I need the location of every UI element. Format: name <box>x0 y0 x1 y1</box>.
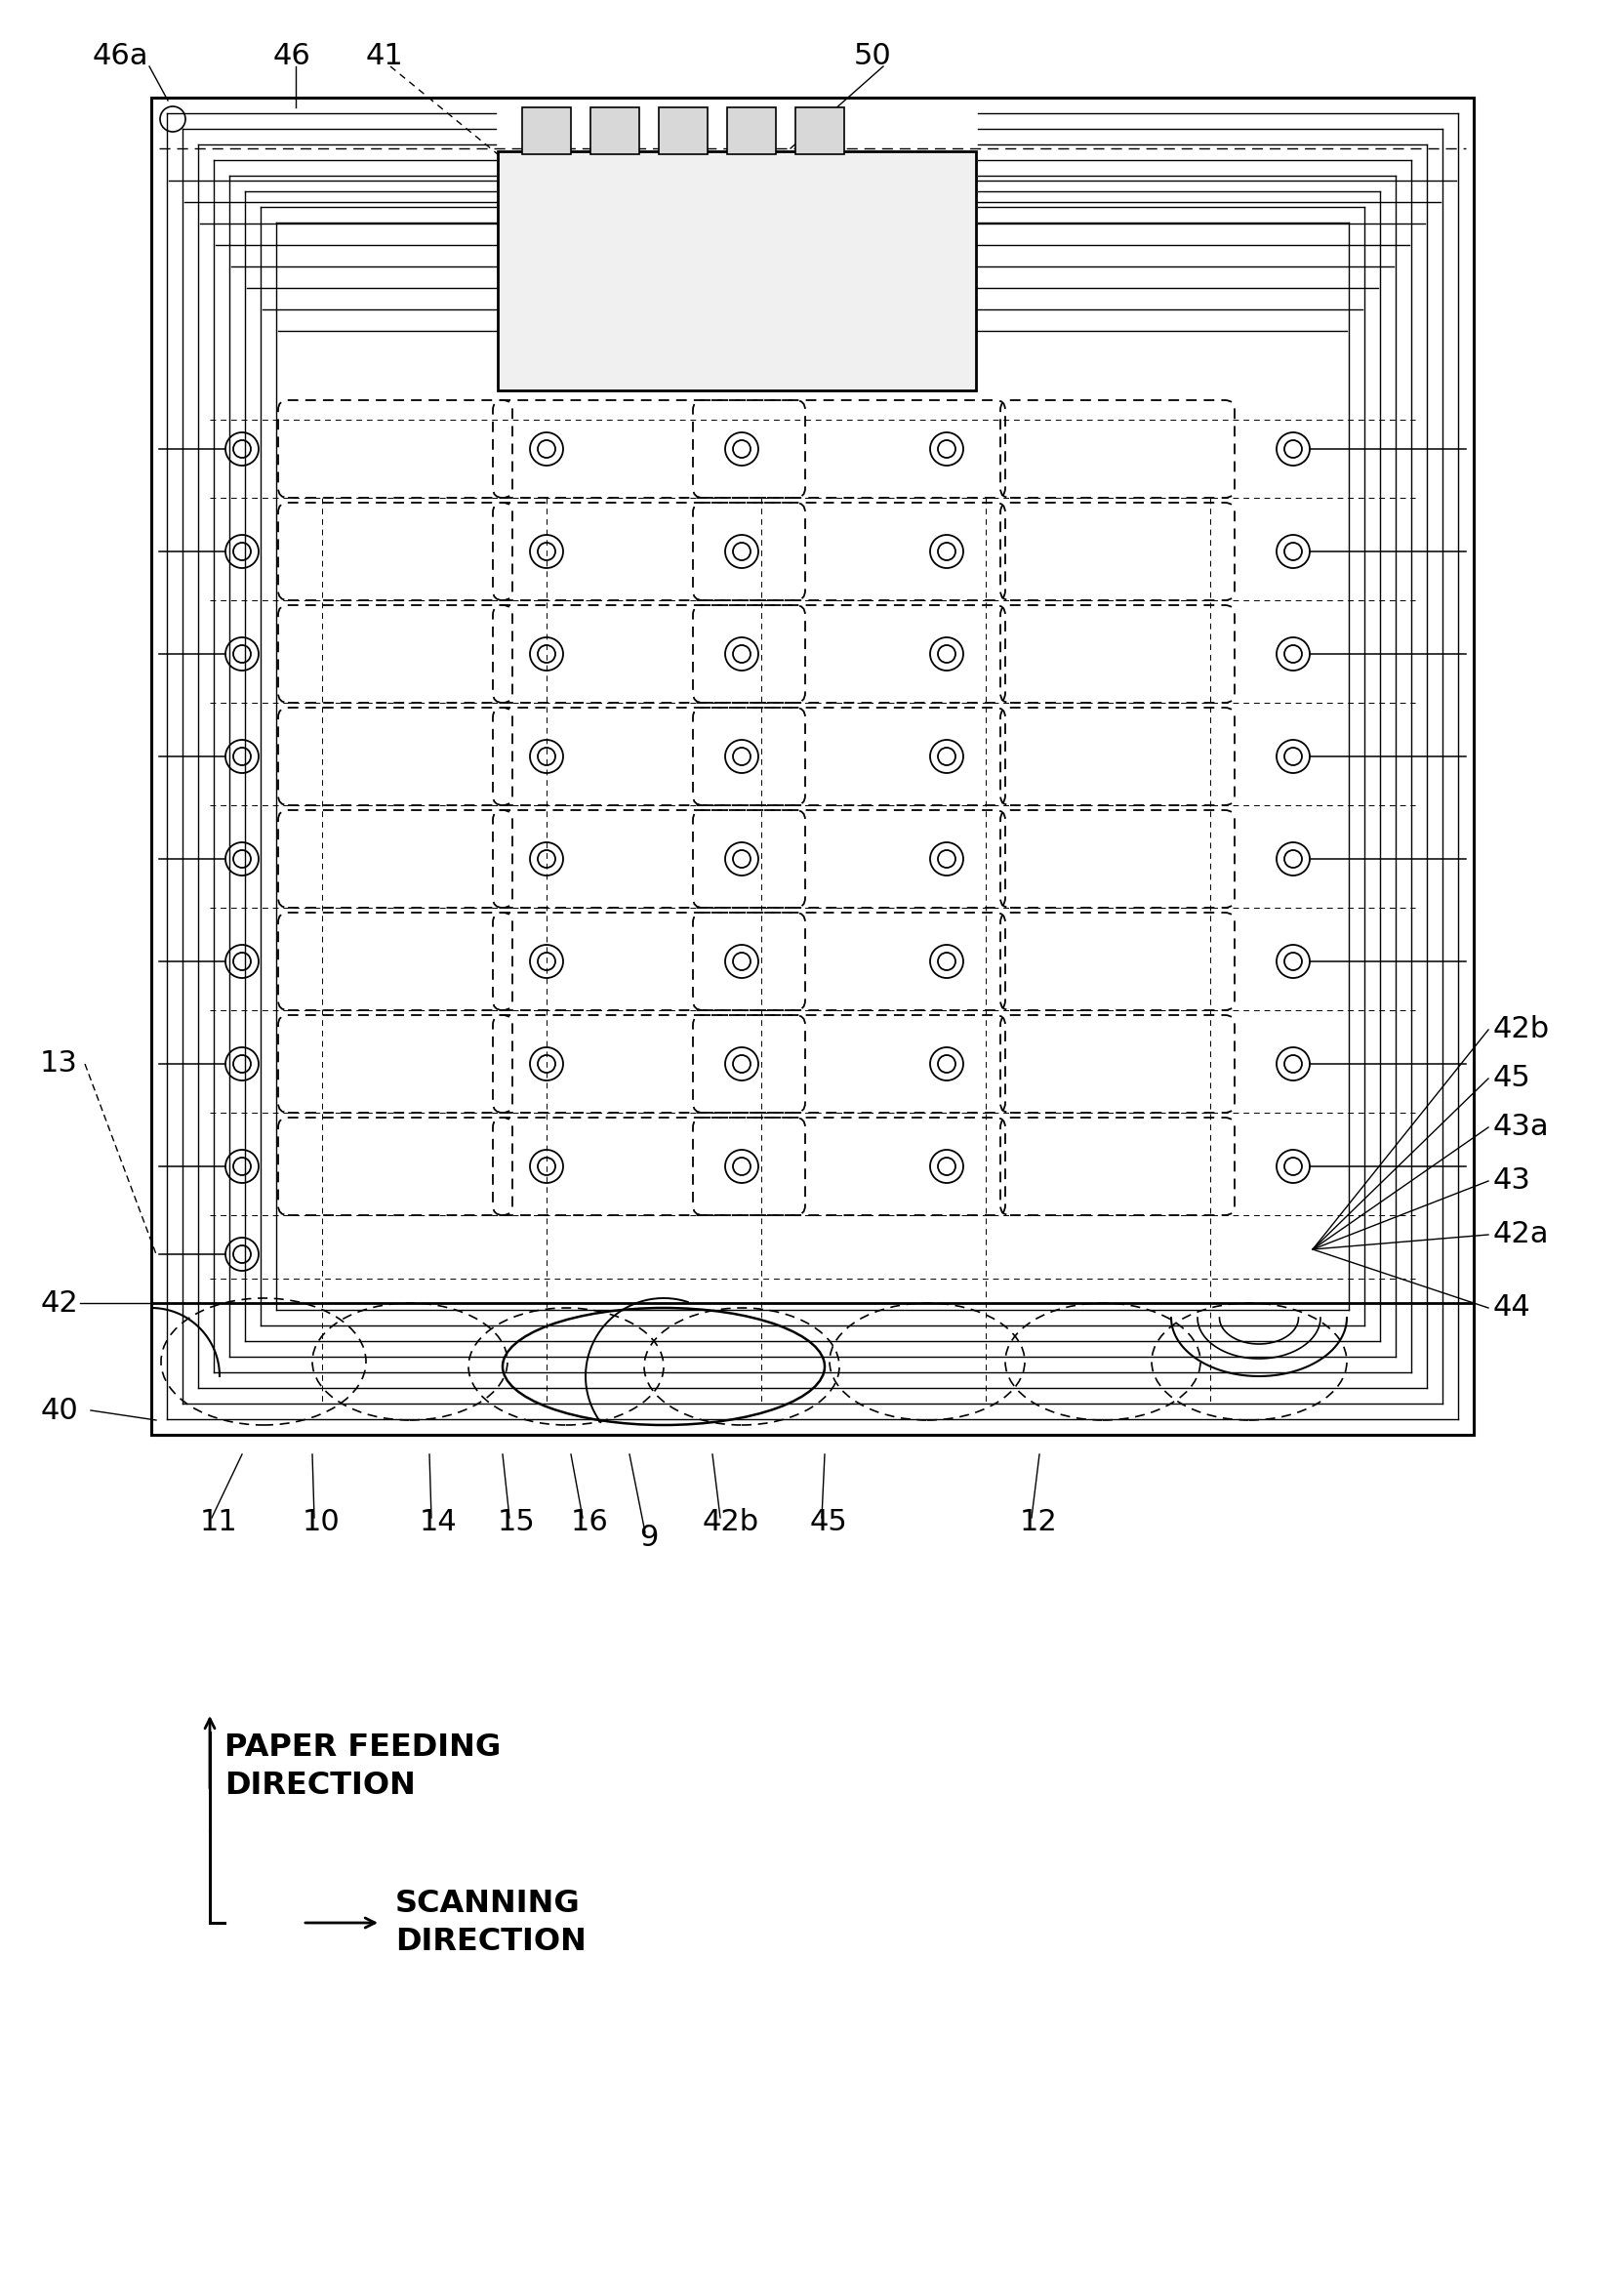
Polygon shape <box>521 107 570 155</box>
Text: 41: 41 <box>365 43 403 71</box>
Text: 13: 13 <box>41 1050 78 1077</box>
Polygon shape <box>497 151 976 390</box>
Text: 42a: 42a <box>1492 1221 1548 1248</box>
Polygon shape <box>658 107 706 155</box>
Text: 43: 43 <box>1492 1166 1530 1196</box>
Text: 43a: 43a <box>1492 1114 1549 1141</box>
Text: 14: 14 <box>419 1508 458 1536</box>
Text: 42: 42 <box>41 1289 78 1317</box>
Text: 42b: 42b <box>702 1508 758 1536</box>
Polygon shape <box>590 107 638 155</box>
Polygon shape <box>726 107 775 155</box>
Text: 16: 16 <box>570 1508 609 1536</box>
Text: 12: 12 <box>1020 1508 1057 1536</box>
Text: 10: 10 <box>302 1508 339 1536</box>
Text: 45: 45 <box>809 1508 848 1536</box>
Text: 45: 45 <box>1492 1063 1530 1093</box>
Text: 40: 40 <box>41 1397 78 1424</box>
Text: 46a: 46a <box>93 43 149 71</box>
Text: 11: 11 <box>200 1508 237 1536</box>
Text: 15: 15 <box>497 1508 536 1536</box>
Text: 44: 44 <box>1492 1294 1530 1321</box>
Text: 50: 50 <box>854 43 892 71</box>
Text: 42b: 42b <box>1492 1015 1549 1043</box>
Polygon shape <box>794 107 844 155</box>
Text: 46: 46 <box>273 43 310 71</box>
Text: PAPER FEEDING
DIRECTION: PAPER FEEDING DIRECTION <box>224 1732 500 1800</box>
Text: 9: 9 <box>638 1522 658 1552</box>
Text: SCANNING
DIRECTION: SCANNING DIRECTION <box>395 1889 586 1956</box>
